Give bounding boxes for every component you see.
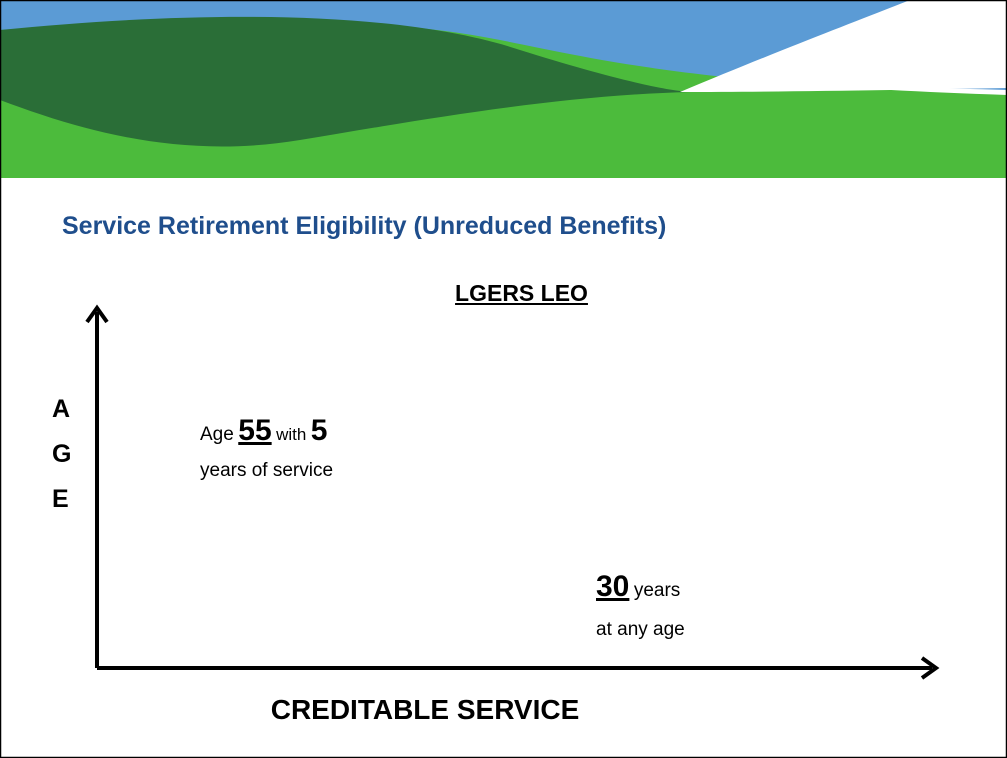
annotation-line: at any age	[596, 619, 685, 641]
annotation-line: years of service	[200, 460, 333, 482]
x-axis-label: CREDITABLE SERVICE	[0, 694, 850, 726]
years-value: 30	[596, 570, 629, 603]
age-value: 55	[238, 414, 271, 447]
annotation: Age 55 with 5	[200, 414, 327, 448]
text: years	[634, 580, 680, 601]
background	[0, 0, 1007, 758]
years-value: 5	[311, 414, 328, 447]
y-axis-label: G	[52, 440, 71, 469]
y-axis-label: E	[52, 485, 69, 514]
slide: Service Retirement Eligibility (Unreduce…	[0, 0, 1007, 758]
annotation: 30 years	[596, 570, 680, 604]
y-axis-label: A	[52, 395, 70, 424]
text: Age	[200, 424, 234, 445]
axes	[87, 308, 936, 678]
subtitle: LGERS LEO	[0, 280, 1007, 307]
title: Service Retirement Eligibility (Unreduce…	[62, 212, 666, 241]
text: with	[276, 425, 306, 444]
